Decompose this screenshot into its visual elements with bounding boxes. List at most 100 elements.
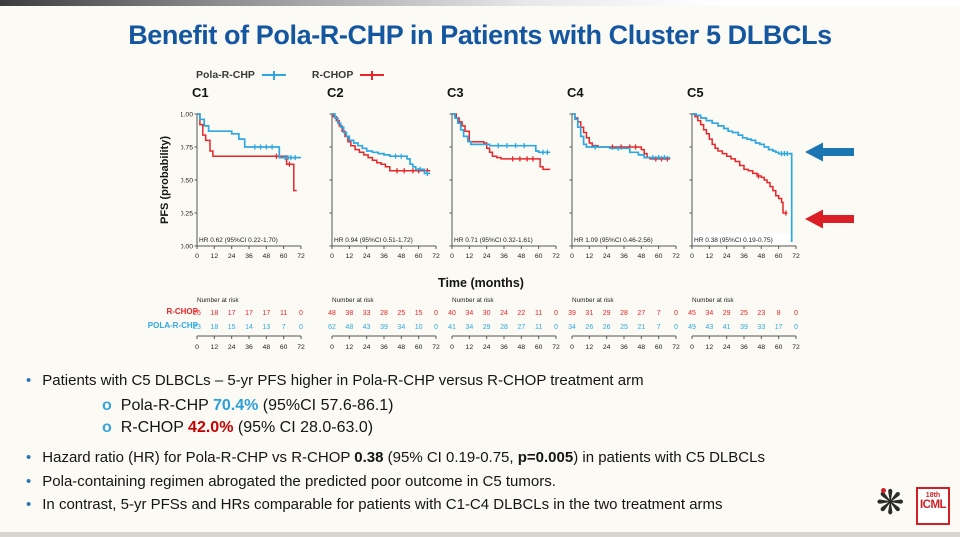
- risk-table-C2: Number at risk 48 38 33 28 25 15 0 62 48 43 39 34 10 0…: [328, 297, 440, 351]
- axes: [196, 114, 301, 247]
- time-axis-label: Time (months): [438, 276, 524, 290]
- curve-pola: [572, 113, 671, 159]
- risk-label-rchop: R-CHOP: [166, 307, 198, 316]
- bullet-marker-icon: •: [26, 472, 32, 490]
- x-tick-label: 24: [228, 253, 236, 260]
- icml-logo: ❋ 18th ICML: [876, 484, 956, 530]
- risk-x-tick-label: 60: [415, 344, 423, 351]
- x-tick-label: 72: [672, 253, 680, 260]
- x-tick-label: 0: [450, 253, 454, 260]
- risk-x-tick-label: 0: [195, 344, 199, 351]
- x-tick-label: 48: [518, 253, 526, 260]
- risk-header: Number at risk: [692, 297, 734, 304]
- risk-x-tick-label: 0: [690, 344, 694, 351]
- hr-annotation: HR 0.38 (95%CI 0.19-0.75): [694, 237, 773, 244]
- risk-x-tick-label: 24: [228, 344, 236, 351]
- risk-count: 25: [740, 310, 748, 317]
- risk-label-pola: POLA-R-CHP: [147, 321, 198, 330]
- risk-count: 23: [757, 310, 765, 317]
- risk-x-tick-label: 24: [483, 344, 491, 351]
- x-tick-label: 60: [775, 253, 783, 260]
- axes: [451, 114, 556, 247]
- risk-count: 0: [674, 324, 678, 331]
- x-tick-label: 12: [706, 253, 714, 260]
- risk-count: 7: [282, 324, 286, 331]
- risk-count: 25: [620, 324, 628, 331]
- risk-count: 39: [568, 310, 576, 317]
- risk-x-tick-label: 24: [723, 344, 731, 351]
- y-tick-label: 0.50: [181, 177, 193, 184]
- risk-count: 26: [603, 324, 611, 331]
- risk-header: Number at risk: [197, 297, 239, 304]
- risk-count: 23: [193, 324, 201, 331]
- risk-count: 62: [328, 324, 336, 331]
- icml-name: ICML: [919, 499, 947, 511]
- bullet-text: Patients with C5 DLBCLs – 5-yr PFS highe…: [42, 372, 644, 389]
- risk-x-tick-label: 72: [672, 344, 680, 351]
- bullet-marker-icon: o: [102, 396, 112, 414]
- risk-count: 22: [517, 310, 525, 317]
- x-tick-label: 48: [638, 253, 646, 260]
- x-tick-label: 60: [535, 253, 543, 260]
- curve-pola: [332, 113, 431, 175]
- y-tick-label: 0.25: [181, 210, 193, 217]
- risk-count: 41: [448, 324, 456, 331]
- x-tick-label: 12: [211, 253, 219, 260]
- x-tick-label: 24: [363, 253, 371, 260]
- risk-count: 39: [740, 324, 748, 331]
- risk-x-tick-label: 48: [758, 344, 766, 351]
- risk-count: 18: [210, 310, 218, 317]
- risk-header: Number at risk: [572, 297, 614, 304]
- risk-count: 0: [554, 324, 558, 331]
- curve-pola: [452, 113, 551, 154]
- risk-count: 17: [775, 324, 783, 331]
- x-tick-label: 0: [195, 253, 199, 260]
- x-tick-label: 12: [466, 253, 474, 260]
- risk-count: 34: [465, 324, 473, 331]
- risk-x-tick-label: 24: [603, 344, 611, 351]
- icml-edition: 18th: [925, 492, 941, 499]
- risk-x-tick-label: 72: [792, 344, 800, 351]
- curve-rchop: [692, 113, 788, 214]
- x-tick-label: 36: [245, 253, 253, 260]
- x-tick-label: 0: [330, 253, 334, 260]
- risk-count: 39: [380, 324, 388, 331]
- risk-count: 43: [705, 324, 713, 331]
- risk-count: 34: [465, 310, 473, 317]
- risk-x-tick-label: 0: [330, 344, 334, 351]
- risk-count: 15: [415, 310, 423, 317]
- risk-count: 17: [245, 310, 253, 317]
- risk-count: 25: [397, 310, 405, 317]
- bullet-item: • Pola-containing regimen abrogated the p…: [26, 473, 938, 492]
- bullet-marker-icon: •: [26, 448, 32, 466]
- x-tick-label: 72: [792, 253, 800, 260]
- risk-x-tick-label: 48: [263, 344, 271, 351]
- risk-x-tick-label: 24: [363, 344, 371, 351]
- snowflake-logo-icon: ❋: [876, 484, 905, 522]
- risk-count: 41: [723, 324, 731, 331]
- y-tick-label: 1.00: [181, 111, 193, 118]
- risk-x-tick-label: 12: [706, 344, 714, 351]
- risk-count: 49: [688, 324, 696, 331]
- bullet-text: In contrast, 5-yr PFSs and HRs comparabl…: [42, 496, 723, 514]
- risk-table-C1: Number at risk 26 18 17 17 17 11 0 23 18 15 14 13 7 0 0…: [193, 297, 305, 351]
- legend-label-pola-r-chp: Pola-R-CHP: [196, 69, 255, 81]
- y-tick-label: 0.00: [181, 243, 193, 250]
- risk-count: 27: [517, 324, 525, 331]
- x-tick-label: 48: [398, 253, 406, 260]
- risk-x-tick-label: 36: [620, 344, 628, 351]
- x-tick-label: 36: [620, 253, 628, 260]
- hr-annotation: HR 0.71 (95%CI 0.32-1.61): [454, 237, 533, 244]
- risk-table-C5: Number at risk 45 34 29 25 23 8 0 49 43 41 39 33 17 0 0…: [688, 297, 800, 351]
- risk-count: 40: [448, 310, 456, 317]
- legend-line-icon: [261, 70, 286, 80]
- risk-x-tick-label: 0: [570, 344, 574, 351]
- risk-x-tick-label: 72: [552, 344, 560, 351]
- x-tick-label: 36: [380, 253, 388, 260]
- chart-title-C5: C5: [687, 85, 704, 100]
- risk-x-tick-label: 72: [297, 344, 305, 351]
- x-tick-label: 72: [297, 253, 305, 260]
- risk-count: 0: [299, 324, 303, 331]
- risk-count: 24: [500, 310, 508, 317]
- legend-line-icon: [360, 70, 385, 80]
